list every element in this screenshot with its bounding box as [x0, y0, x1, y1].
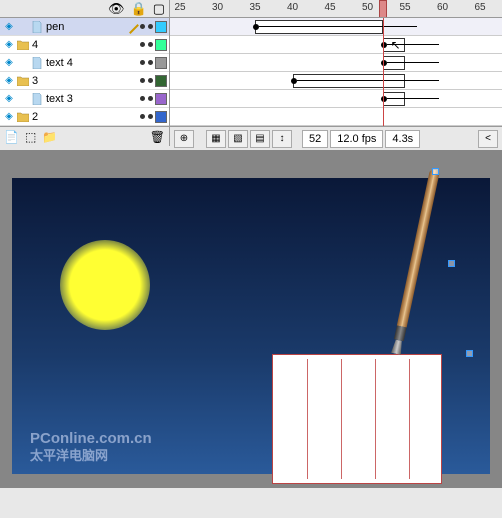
ruler-tick: 50	[362, 2, 373, 13]
watermark-line2: 太平洋电脑网	[30, 448, 152, 464]
ruler-tick: 30	[212, 2, 223, 13]
timeline-track[interactable]: ↖	[170, 36, 502, 54]
folder-icon	[16, 110, 30, 124]
color-swatch[interactable]	[155, 39, 167, 51]
visibility-icon[interactable]: ◈	[2, 56, 16, 70]
selection-handle-top[interactable]	[432, 168, 439, 175]
layer-row-2[interactable]: ◈2	[0, 108, 169, 126]
stage[interactable]: PConline.com.cn 太平洋电脑网	[0, 150, 502, 488]
add-layer-icon[interactable]: 📄	[4, 130, 19, 144]
layer-icon	[30, 92, 44, 106]
visibility-icon[interactable]: ◈	[2, 20, 16, 34]
timeline-track[interactable]	[170, 72, 502, 90]
timeline-track[interactable]	[170, 90, 502, 108]
folder-icon	[16, 74, 30, 88]
timeline-track[interactable]	[170, 54, 502, 72]
layer-name: text 3	[46, 93, 140, 105]
layer-row-4[interactable]: ◈4	[0, 36, 169, 54]
color-swatch[interactable]	[155, 57, 167, 69]
add-folder-icon[interactable]: 📁	[42, 130, 57, 144]
ruler-tick: 25	[174, 2, 185, 13]
eye-icon[interactable]: 👁	[108, 1, 125, 17]
visibility-icon[interactable]: ◈	[2, 92, 16, 106]
modify-onion-button[interactable]: ↕	[272, 130, 292, 148]
visibility-icon[interactable]: ◈	[2, 110, 16, 124]
timeline-ruler[interactable]: 25 30 35 40 45 50 55 60 65	[170, 0, 502, 18]
ruler-tick: 35	[249, 2, 260, 13]
color-swatch[interactable]	[155, 21, 167, 33]
folder-icon	[16, 38, 30, 52]
color-swatch[interactable]	[155, 75, 167, 87]
paper-shape[interactable]	[272, 354, 442, 484]
layer-toggles[interactable]	[140, 78, 153, 83]
visibility-icon[interactable]: ◈	[2, 38, 16, 52]
pencil-icon	[128, 21, 140, 33]
timeline-footer: ⊕ ▦ ▧ ▤ ↕ 52 12.0 fps 4.3s <	[170, 126, 502, 150]
moon-shape[interactable]	[60, 240, 150, 330]
layer-icon	[30, 56, 44, 70]
layer-toggles[interactable]	[140, 42, 153, 47]
watermark: PConline.com.cn 太平洋电脑网	[30, 430, 152, 464]
playhead-line	[383, 18, 384, 126]
layer-row-text-4[interactable]: ◈ text 4	[0, 54, 169, 72]
selection-handle-bottom[interactable]	[466, 350, 473, 357]
layer-toggles[interactable]	[140, 114, 153, 119]
layer-row-pen[interactable]: ◈ pen	[0, 18, 169, 36]
outline-icon[interactable]: ▢	[153, 1, 165, 17]
ruler-tick: 40	[287, 2, 298, 13]
lock-icon[interactable]: 🔒	[131, 1, 147, 17]
color-swatch[interactable]	[155, 111, 167, 123]
onion-outline-button[interactable]: ▧	[228, 130, 248, 148]
layer-toggles[interactable]	[140, 24, 153, 29]
layer-icon	[30, 20, 44, 34]
playhead[interactable]	[379, 0, 387, 18]
layer-row-text-3[interactable]: ◈ text 3	[0, 90, 169, 108]
layer-name: text 4	[46, 57, 140, 69]
edit-multiple-button[interactable]: ▤	[250, 130, 270, 148]
layer-name: 2	[32, 111, 140, 123]
layer-name: pen	[46, 21, 128, 33]
ruler-tick: 60	[437, 2, 448, 13]
layer-name: 4	[32, 39, 140, 51]
elapsed-time-field: 4.3s	[385, 130, 420, 148]
timeline-tracks: ↖	[170, 18, 502, 126]
layers-panel: 👁 🔒 ▢ ◈pen◈4◈text 4◈3◈text 3◈2 📄 ⬚ 📁 🗑	[0, 0, 170, 146]
layer-name: 3	[32, 75, 140, 87]
layers-header: 👁 🔒 ▢	[0, 0, 169, 18]
selection-handle-mid[interactable]	[448, 260, 455, 267]
layers-footer: 📄 ⬚ 📁 🗑	[0, 126, 169, 146]
scroll-left-button[interactable]: <	[478, 130, 498, 148]
center-frame-button[interactable]: ⊕	[174, 130, 194, 148]
onion-skin-button[interactable]: ▦	[206, 130, 226, 148]
add-motion-icon[interactable]: ⬚	[25, 130, 36, 144]
ruler-tick: 45	[324, 2, 335, 13]
visibility-icon[interactable]: ◈	[2, 74, 16, 88]
watermark-line1: PConline.com.cn	[30, 430, 152, 448]
fps-field[interactable]: 12.0 fps	[330, 130, 383, 148]
layer-row-3[interactable]: ◈3	[0, 72, 169, 90]
layer-toggles[interactable]	[140, 96, 153, 101]
timeline-panel: 25 30 35 40 45 50 55 60 65 ↖ ⊕ ▦ ▧ ▤ ↕ 52 12.0 f…	[170, 0, 502, 150]
current-frame-field[interactable]: 52	[302, 130, 328, 148]
ruler-tick: 55	[399, 2, 410, 13]
trash-icon[interactable]: 🗑	[150, 130, 165, 144]
timeline-track[interactable]	[170, 18, 502, 36]
timeline-track[interactable]	[170, 108, 502, 126]
ruler-tick: 65	[474, 2, 485, 13]
color-swatch[interactable]	[155, 93, 167, 105]
layer-toggles[interactable]	[140, 60, 153, 65]
